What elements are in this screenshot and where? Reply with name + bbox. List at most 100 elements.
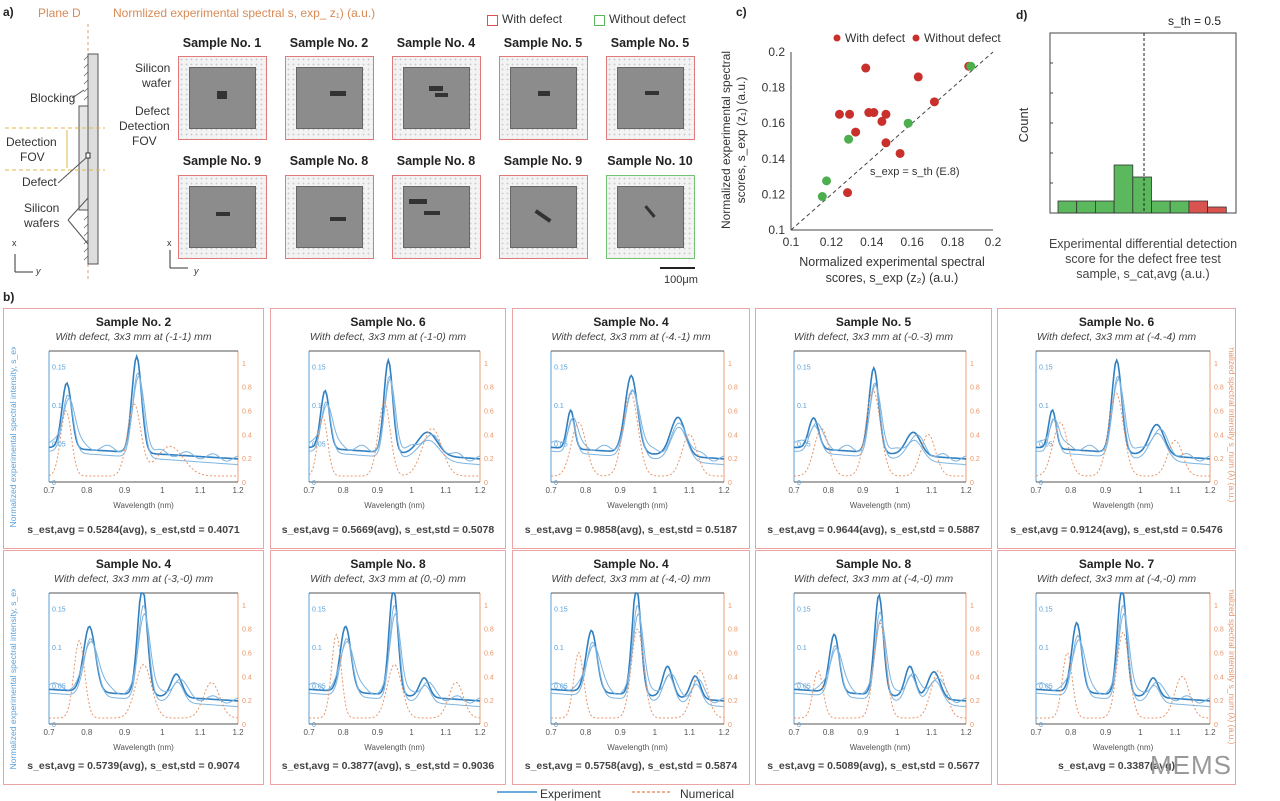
left-tick-label: 0.15	[797, 364, 811, 371]
wafer-square	[189, 186, 256, 248]
point-with-defect	[845, 109, 855, 119]
numerical-curve	[49, 639, 239, 719]
right-tick-label: 0	[484, 480, 488, 487]
panel-b-label: b)	[3, 290, 15, 304]
point-with-defect	[834, 109, 844, 119]
x-tick-label: 0.2	[985, 235, 1002, 249]
y-tick-label: 0.18	[762, 81, 786, 95]
legend-experiment-line	[497, 791, 537, 793]
right-tick-label: 1	[1214, 361, 1218, 368]
right-tick-label: 0	[242, 480, 246, 487]
histogram-bar	[1132, 176, 1152, 214]
spectrum-title: Sample No. 8	[835, 557, 912, 571]
x-tick-label: 0.9	[119, 486, 131, 495]
right-tick-label: 0.4	[1214, 432, 1224, 439]
point-with-defect	[913, 72, 923, 82]
x-axis-label: Wavelength (nm)	[113, 501, 174, 510]
y-axis-label: Count	[1016, 107, 1031, 142]
experiment-curve	[550, 389, 725, 466]
y-tick-label: 0.16	[762, 116, 786, 130]
left-axis-label: Normalized experimental spectral intensi…	[8, 589, 18, 769]
right-tick-label: 0.2	[1214, 698, 1224, 705]
silicon-wafers-label-1: Silicon	[24, 201, 60, 215]
experiment-curve	[48, 372, 239, 466]
x-tick-label: 1.1	[440, 728, 452, 737]
sample-title: Sample No. 2	[289, 36, 369, 50]
blocking-label: Blocking	[30, 91, 76, 105]
sample-title: Sample No. 4	[396, 36, 476, 50]
left-tick-label: 0.15	[554, 364, 568, 371]
sample-image	[285, 56, 374, 140]
defect-mark	[534, 209, 552, 223]
right-tick-label: 0.6	[970, 409, 980, 416]
left-tick-label: 0.05	[554, 683, 568, 690]
y-tick-label: 0.12	[762, 187, 786, 201]
x-tick-label: 1.2	[718, 728, 730, 737]
fov-label-1: Detection	[6, 135, 57, 149]
left-tick-label: 0.15	[52, 364, 66, 371]
spectrum-title: Sample No. 4	[593, 557, 669, 571]
histogram-bar	[1113, 164, 1134, 214]
left-tick-label: 0.15	[312, 606, 326, 613]
left-tick-label: 0.1	[1039, 403, 1049, 410]
scatter-chart: 0.1 0.12 0.14 0.16 0.18 0.2 0.1 0.12 0.14 0.16 0.1…	[720, 31, 1002, 285]
left-tick-label: 0.1	[554, 645, 564, 652]
right-tick-label: 0	[728, 722, 732, 729]
x-tick-label: 1.2	[474, 486, 486, 495]
right-tick-label: 0	[484, 722, 488, 729]
numerical-curve	[794, 622, 966, 719]
x-tick-label: 0.7	[303, 486, 315, 495]
spectrum-chart: 0.7 0.8 0.9 1 1.1 1.200.050.10.1500.20.40.60.…	[8, 589, 252, 769]
right-tick-label: 0.8	[728, 385, 738, 392]
right-tick-label: 1	[970, 361, 974, 368]
spectrum-title: Sample No. 4	[593, 315, 669, 329]
x-tick-label: 0.8	[1065, 486, 1077, 495]
x-tick-label: 0.9	[857, 728, 869, 737]
right-tick-label: 0.6	[484, 651, 494, 658]
sample-image	[499, 56, 588, 140]
x-tick-label: 0.7	[788, 728, 800, 737]
x-tick-label: 1.2	[1204, 728, 1216, 737]
right-tick-label: 0.8	[242, 627, 252, 634]
x-tick-label: 0.7	[788, 486, 800, 495]
panel-c-label: c)	[736, 5, 747, 19]
x-tick-label: 1.1	[195, 728, 207, 737]
numerical-curve	[551, 628, 725, 719]
point-with-defect	[881, 109, 891, 119]
spectrum-title: Sample No. 2	[95, 315, 172, 329]
spectrum-subtitle: With defect, 3x3 mm at (-4.-1) mm	[551, 331, 711, 343]
wafer-square	[189, 67, 256, 129]
defect-mark	[538, 90, 551, 96]
left-tick-label: 0	[797, 480, 801, 487]
detection-score: s_est,avg = 0.3387(avg)	[1057, 760, 1176, 772]
spectrum-subtitle: With defect, 3x3 mm at (-4,-0) mm	[1036, 573, 1197, 585]
defect-mark	[85, 152, 91, 159]
experiment-curve	[48, 605, 239, 708]
experiment-curve	[48, 592, 239, 702]
x-tick-label: 1	[895, 486, 900, 495]
x-tick-label: 1.2	[474, 728, 486, 737]
x-tick-label: 0.8	[338, 486, 350, 495]
experiment-curve	[1035, 375, 1211, 466]
spectrum-chart: 0.7 0.8 0.9 1 1.1 1.200.050.10.1500.20.40.60.…	[1030, 589, 1235, 752]
sample-title: Sample No. 9	[503, 154, 583, 168]
right-tick-label: 1	[484, 603, 488, 610]
wafer-square	[403, 186, 470, 248]
x-tick-label: 1.2	[232, 486, 244, 495]
x-tick-label: 1.2	[718, 486, 730, 495]
left-tick-label: 0.05	[52, 683, 66, 690]
x-tick-label: 0.8	[823, 486, 835, 495]
legend-numerical-line	[632, 791, 672, 793]
x-tick-label: 0.12	[820, 235, 844, 249]
spectrum-chart: 0.7 0.8 0.9 1 1.1 1.200.050.10.1500.20.40.60.…	[545, 592, 738, 752]
y-tick-label: 0.1	[768, 223, 785, 237]
right-tick-label: 0.2	[242, 698, 252, 705]
y-tick-label: 0.14	[762, 152, 786, 166]
defect-overlay-label: Defect	[135, 104, 170, 118]
x-tick-label: 1.1	[195, 486, 207, 495]
x-tick-label: 0.8	[1065, 728, 1077, 737]
panel-d-label: d)	[1016, 8, 1028, 22]
x-axis-label: Wavelength (nm)	[1093, 743, 1154, 752]
right-tick-label: 1	[728, 603, 732, 610]
legend-with-defect-swatch	[487, 15, 498, 26]
